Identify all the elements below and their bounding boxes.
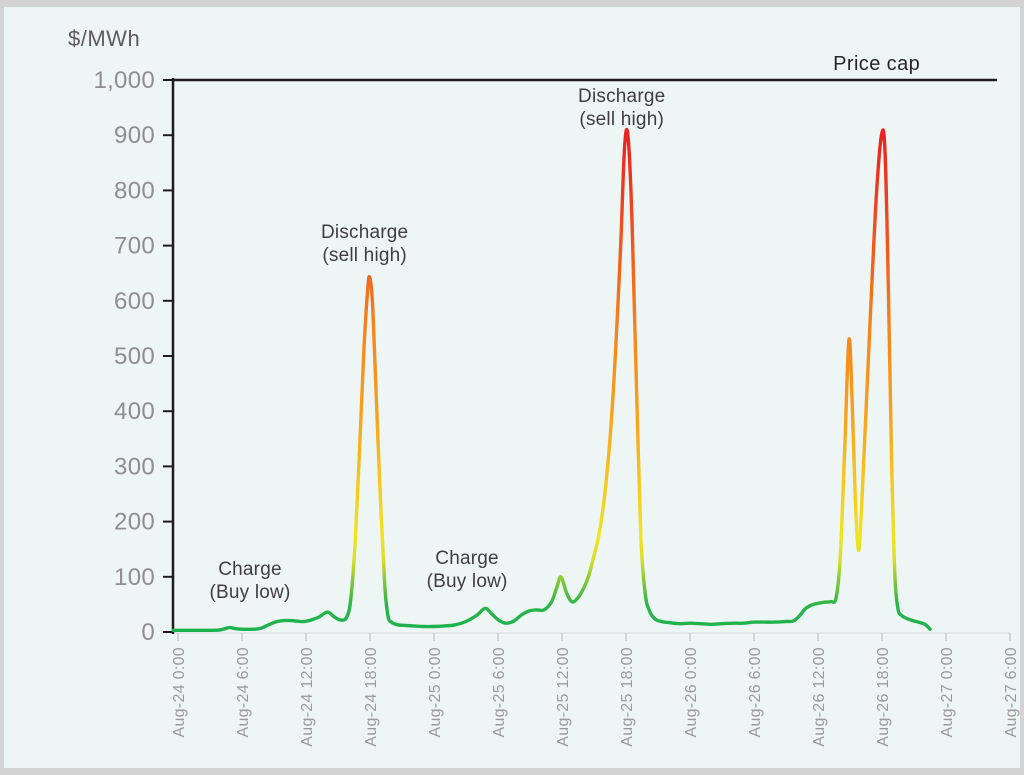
x-tick-label: Aug-24 12:00 bbox=[299, 647, 316, 747]
y-tick-label: 300 bbox=[114, 453, 155, 480]
annotation-charge-1: Charge (Buy low) bbox=[210, 558, 291, 604]
y-axis-unit-label: $/MWh bbox=[68, 26, 141, 51]
annotation-line: (Buy low) bbox=[209, 582, 291, 604]
y-tick-label: 900 bbox=[114, 122, 155, 149]
svg-text:Aug-27 0:00: Aug-27 0:00 bbox=[939, 647, 956, 737]
svg-text:Aug-25 18:00: Aug-25 18:00 bbox=[619, 647, 636, 747]
annotation-line: (sell high) bbox=[322, 245, 407, 267]
annotation-line: (Buy low) bbox=[426, 571, 508, 593]
y-tick-label: 200 bbox=[114, 509, 155, 536]
annotation-line: Charge bbox=[435, 548, 499, 570]
y-tick-label: 0 bbox=[141, 619, 155, 646]
x-tick-label: Aug-27 0:00 bbox=[939, 647, 956, 737]
svg-text:Aug-26 6:00: Aug-26 6:00 bbox=[747, 647, 764, 737]
svg-text:Aug-24 6:00: Aug-24 6:00 bbox=[235, 647, 252, 737]
price-line bbox=[171, 127, 932, 633]
x-tick-label: Aug-26 12:00 bbox=[811, 647, 828, 747]
x-tick-label: Aug-26 0:00 bbox=[683, 647, 700, 737]
y-tick-label: 400 bbox=[114, 398, 155, 425]
annotation-line: Discharge bbox=[320, 222, 409, 244]
svg-text:Aug-26 12:00: Aug-26 12:00 bbox=[811, 647, 828, 747]
x-tick-label: Aug-24 6:00 bbox=[235, 647, 252, 737]
x-tick-label: Aug-26 6:00 bbox=[747, 647, 764, 737]
y-tick-label: 700 bbox=[114, 233, 155, 260]
x-tick-label: Aug-25 18:00 bbox=[619, 647, 636, 747]
svg-text:Aug-26 18:00: Aug-26 18:00 bbox=[875, 647, 892, 747]
y-tick-label: 800 bbox=[114, 177, 155, 204]
x-tick-label: Aug-26 18:00 bbox=[875, 647, 892, 747]
annotation-discharge-2: Discharge (sell high) bbox=[578, 85, 665, 131]
price-cap-label: Price cap bbox=[833, 53, 921, 75]
annotation-discharge-1: Discharge (sell high) bbox=[321, 221, 408, 267]
x-tick-label: Aug-27 6:00 bbox=[1003, 647, 1020, 737]
y-tick-label: 100 bbox=[114, 564, 155, 591]
svg-text:Aug-25 6:00: Aug-25 6:00 bbox=[491, 647, 508, 737]
svg-text:Aug-24 12:00: Aug-24 12:00 bbox=[299, 647, 316, 747]
annotation-line: (sell high) bbox=[579, 109, 664, 131]
x-tick-label: Aug-24 0:00 bbox=[171, 647, 188, 737]
x-tick-label: Aug-25 6:00 bbox=[491, 647, 508, 737]
svg-text:Aug-26 0:00: Aug-26 0:00 bbox=[683, 647, 700, 737]
y-tick-label: 600 bbox=[114, 288, 155, 315]
svg-text:Aug-25 0:00: Aug-25 0:00 bbox=[427, 647, 444, 737]
svg-text:Aug-25 12:00: Aug-25 12:00 bbox=[555, 647, 572, 747]
svg-text:Aug-24 18:00: Aug-24 18:00 bbox=[363, 647, 380, 747]
annotation-line: Discharge bbox=[578, 86, 666, 108]
y-tick-label: 500 bbox=[114, 343, 155, 370]
x-tick-label: Aug-25 12:00 bbox=[555, 647, 572, 747]
svg-text:Aug-24 0:00: Aug-24 0:00 bbox=[171, 647, 188, 737]
x-tick-label: Aug-24 18:00 bbox=[363, 647, 380, 747]
svg-text:Aug-27 6:00: Aug-27 6:00 bbox=[1003, 647, 1020, 737]
annotation-line: Charge bbox=[218, 559, 282, 581]
y-tick-label: 1,000 bbox=[93, 67, 155, 94]
annotation-charge-2: Charge (Buy low) bbox=[427, 547, 508, 593]
x-tick-label: Aug-25 0:00 bbox=[427, 647, 444, 737]
